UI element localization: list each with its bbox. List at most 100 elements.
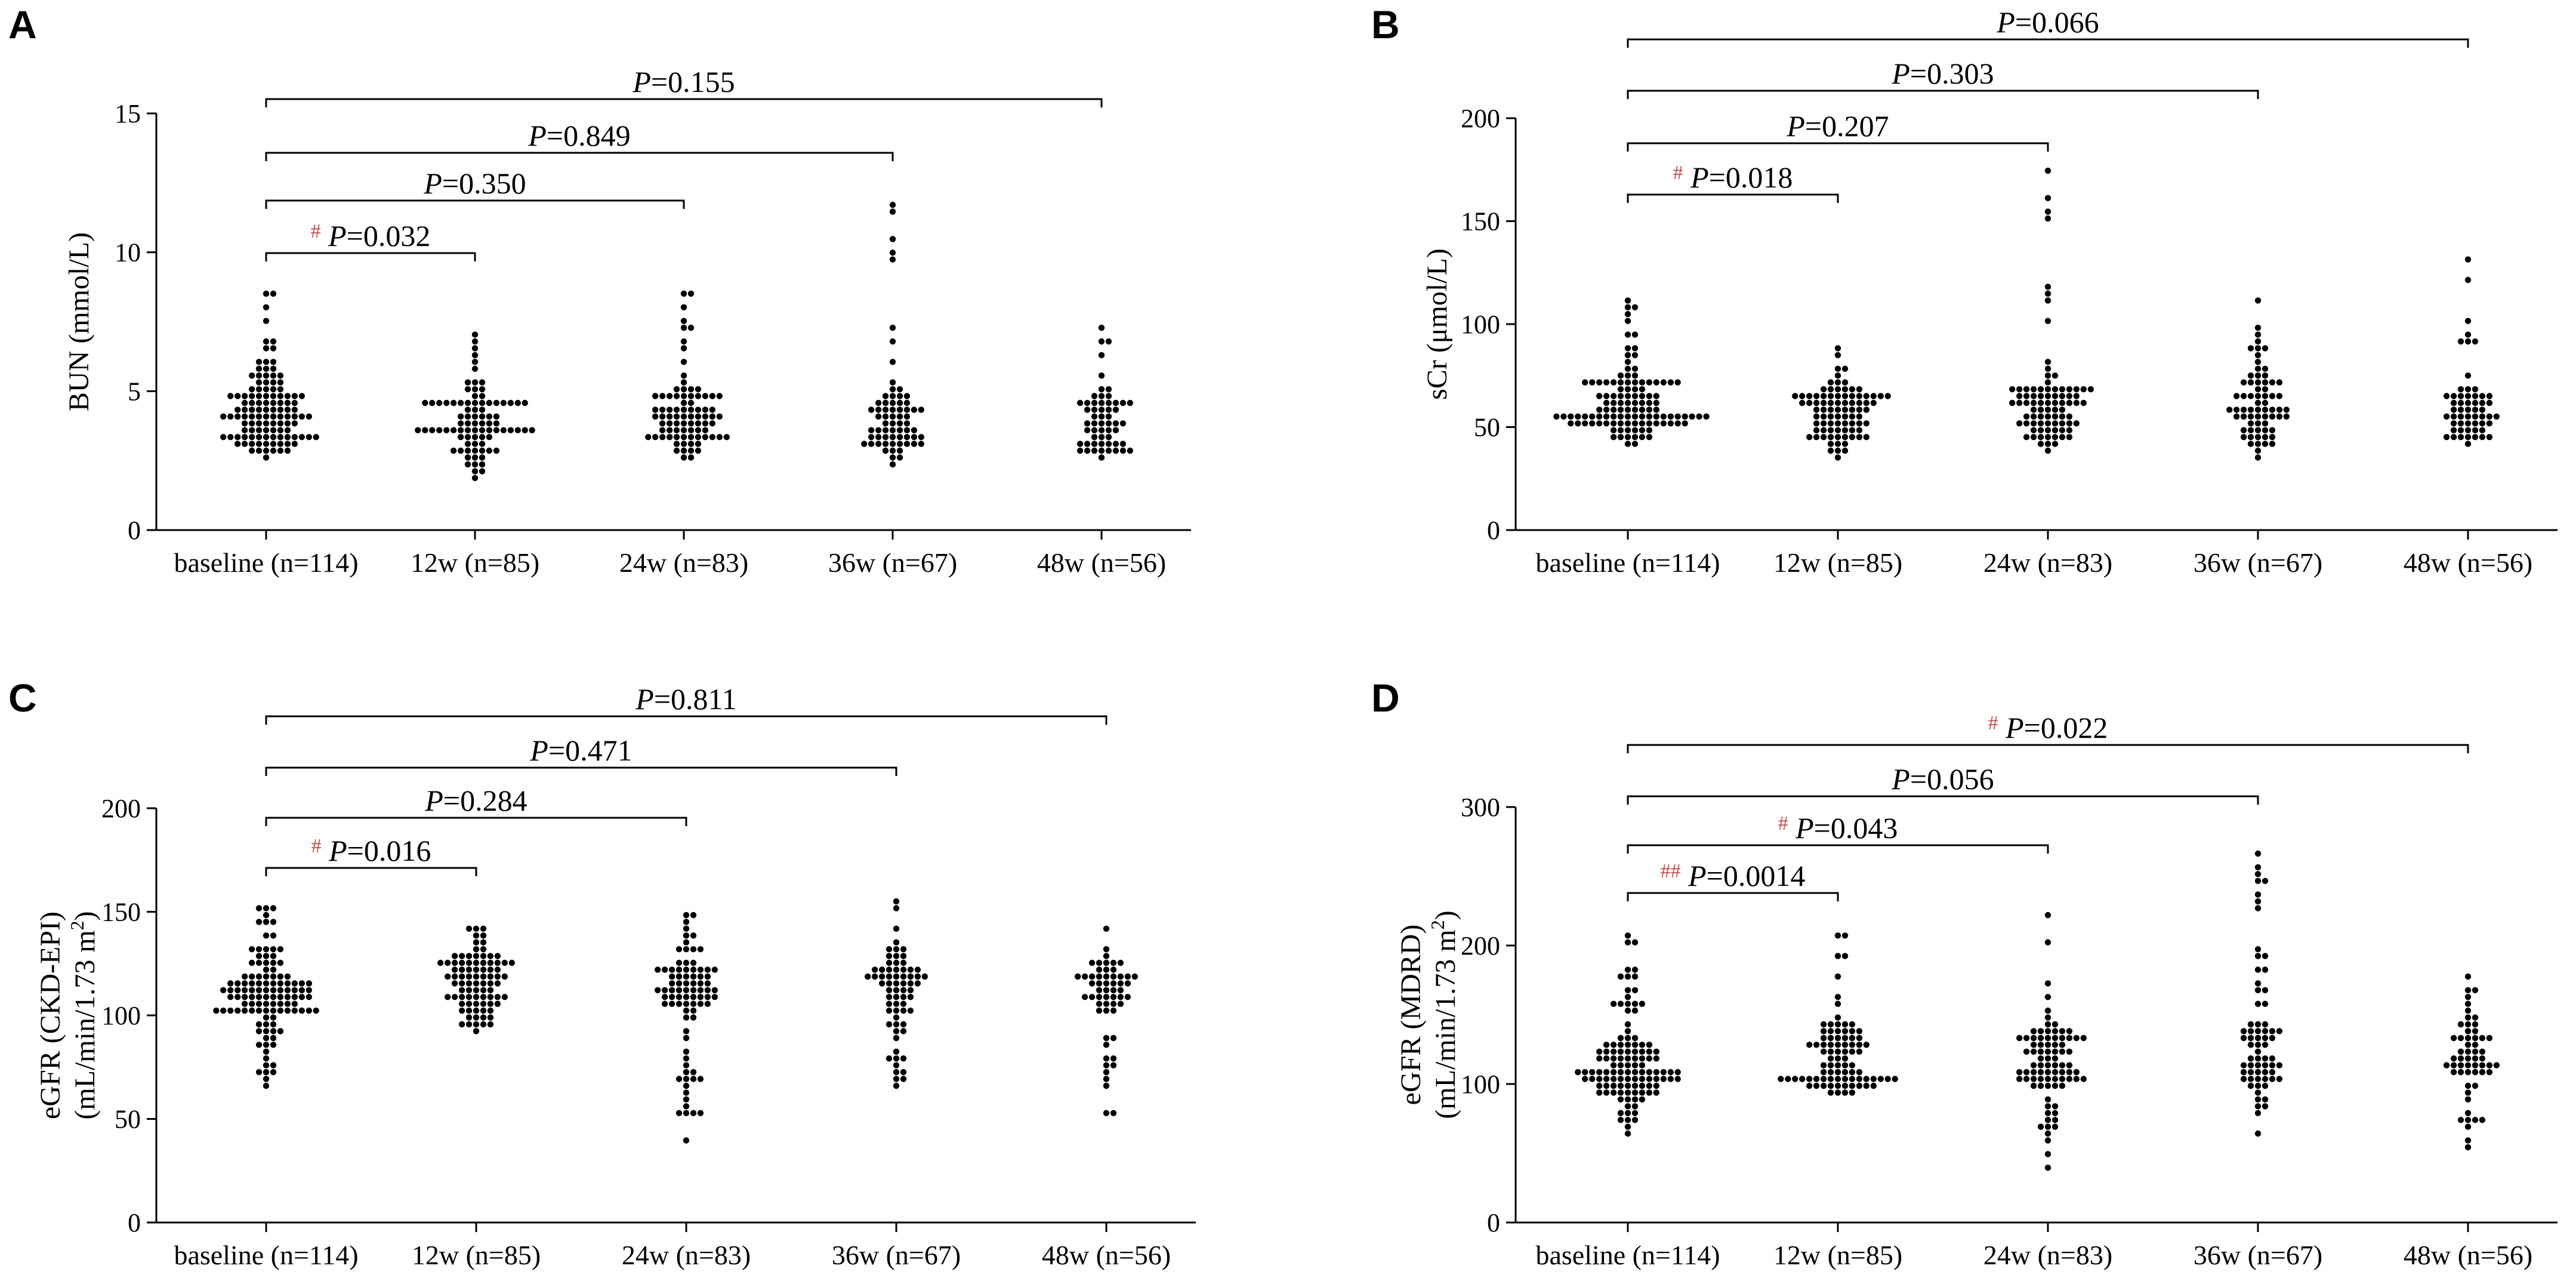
data-point [2030, 427, 2037, 433]
p-value-spacer [1683, 161, 1691, 194]
data-point [1667, 420, 1674, 427]
data-point [1098, 407, 1105, 413]
data-point [473, 1028, 480, 1034]
data-point [1856, 1082, 1863, 1089]
data-point [911, 427, 918, 433]
y-axis-title-line1: eGFR (CKD-EPI) [35, 912, 66, 1119]
data-point [896, 454, 903, 461]
data-point [479, 413, 486, 420]
data-point [652, 413, 659, 420]
data-point [2051, 1123, 2059, 1130]
y-tick-label: 200 [1461, 931, 1500, 960]
data-point [2443, 393, 2450, 399]
data-point [2262, 427, 2269, 433]
data-point [2059, 1062, 2066, 1068]
data-point [1841, 932, 1849, 939]
data-point [451, 959, 458, 966]
p-value: =0.056 [1910, 762, 1994, 796]
data-point [458, 966, 465, 973]
data-point [1806, 1082, 1813, 1089]
data-point [298, 987, 305, 994]
data-point [889, 256, 896, 263]
data-point [2247, 1028, 2254, 1034]
data-point [255, 1021, 263, 1028]
data-point [277, 987, 284, 994]
data-point [429, 427, 436, 433]
data-point [886, 980, 893, 987]
data-point [235, 407, 241, 413]
data-point [889, 447, 896, 454]
data-point [1596, 1048, 1603, 1055]
data-point [479, 386, 486, 393]
data-point [1624, 966, 1631, 973]
data-point [500, 427, 507, 433]
data-point [451, 966, 458, 973]
data-point [241, 1007, 248, 1014]
data-point [882, 441, 889, 447]
data-point [1849, 413, 1856, 420]
data-point [1076, 447, 1084, 454]
data-point [270, 973, 277, 980]
data-point [451, 953, 458, 959]
data-point [2023, 1068, 2030, 1076]
y-tick-label: 200 [1461, 104, 1500, 133]
series-1 [1792, 345, 1891, 461]
data-point [1603, 1089, 1610, 1096]
data-point [493, 399, 500, 407]
data-point [2254, 434, 2262, 441]
series-4 [2443, 973, 2500, 1151]
data-point [1119, 447, 1127, 454]
data-point [2051, 1068, 2059, 1076]
data-point [655, 966, 661, 973]
data-point [255, 1000, 263, 1007]
data-point [680, 386, 687, 393]
data-point [1849, 420, 1856, 427]
p-value-spacer [1788, 811, 1796, 845]
data-point [886, 959, 893, 966]
data-point [1631, 407, 1639, 413]
data-point [893, 939, 900, 946]
data-point [2262, 1021, 2269, 1028]
y-tick-label: 0 [128, 1208, 141, 1237]
data-point [893, 1028, 900, 1034]
data-point [220, 1007, 227, 1014]
data-point [2240, 1062, 2247, 1068]
data-point [2233, 393, 2240, 399]
data-point [1631, 1068, 1639, 1076]
data-point [479, 434, 486, 441]
data-point [903, 407, 911, 413]
bracket-line [1627, 38, 2469, 48]
data-point [291, 413, 298, 420]
data-point [486, 399, 493, 407]
data-point [2254, 372, 2262, 379]
p-symbol: P [1996, 5, 2015, 39]
data-point [1603, 1042, 1610, 1048]
data-point [1624, 939, 1631, 946]
data-point [1098, 386, 1105, 393]
data-point [277, 372, 284, 379]
p-symbol: P [424, 784, 443, 817]
y-axis-title-line1: eGFR (MDRD) [1395, 925, 1427, 1106]
data-point [1098, 393, 1105, 399]
data-point [1603, 379, 1610, 386]
data-point [2472, 1028, 2479, 1034]
data-point [680, 420, 687, 427]
data-point [2472, 1021, 2479, 1028]
data-point [514, 399, 521, 407]
data-point [675, 966, 683, 973]
data-point [270, 919, 277, 925]
p-symbol: P [529, 734, 548, 767]
data-point [1105, 427, 1112, 433]
data-point [1091, 420, 1098, 427]
data-point [2037, 1042, 2044, 1048]
data-point [1075, 973, 1081, 980]
data-point [2479, 407, 2486, 413]
y-tick-label: 15 [115, 99, 141, 128]
data-point [900, 946, 907, 953]
data-point [2254, 1082, 2262, 1089]
data-point [1631, 1103, 1639, 1110]
data-point [1624, 434, 1631, 441]
x-category-label: 12w (n=85) [1773, 547, 1902, 578]
data-point [1596, 393, 1603, 399]
data-point [687, 434, 695, 441]
